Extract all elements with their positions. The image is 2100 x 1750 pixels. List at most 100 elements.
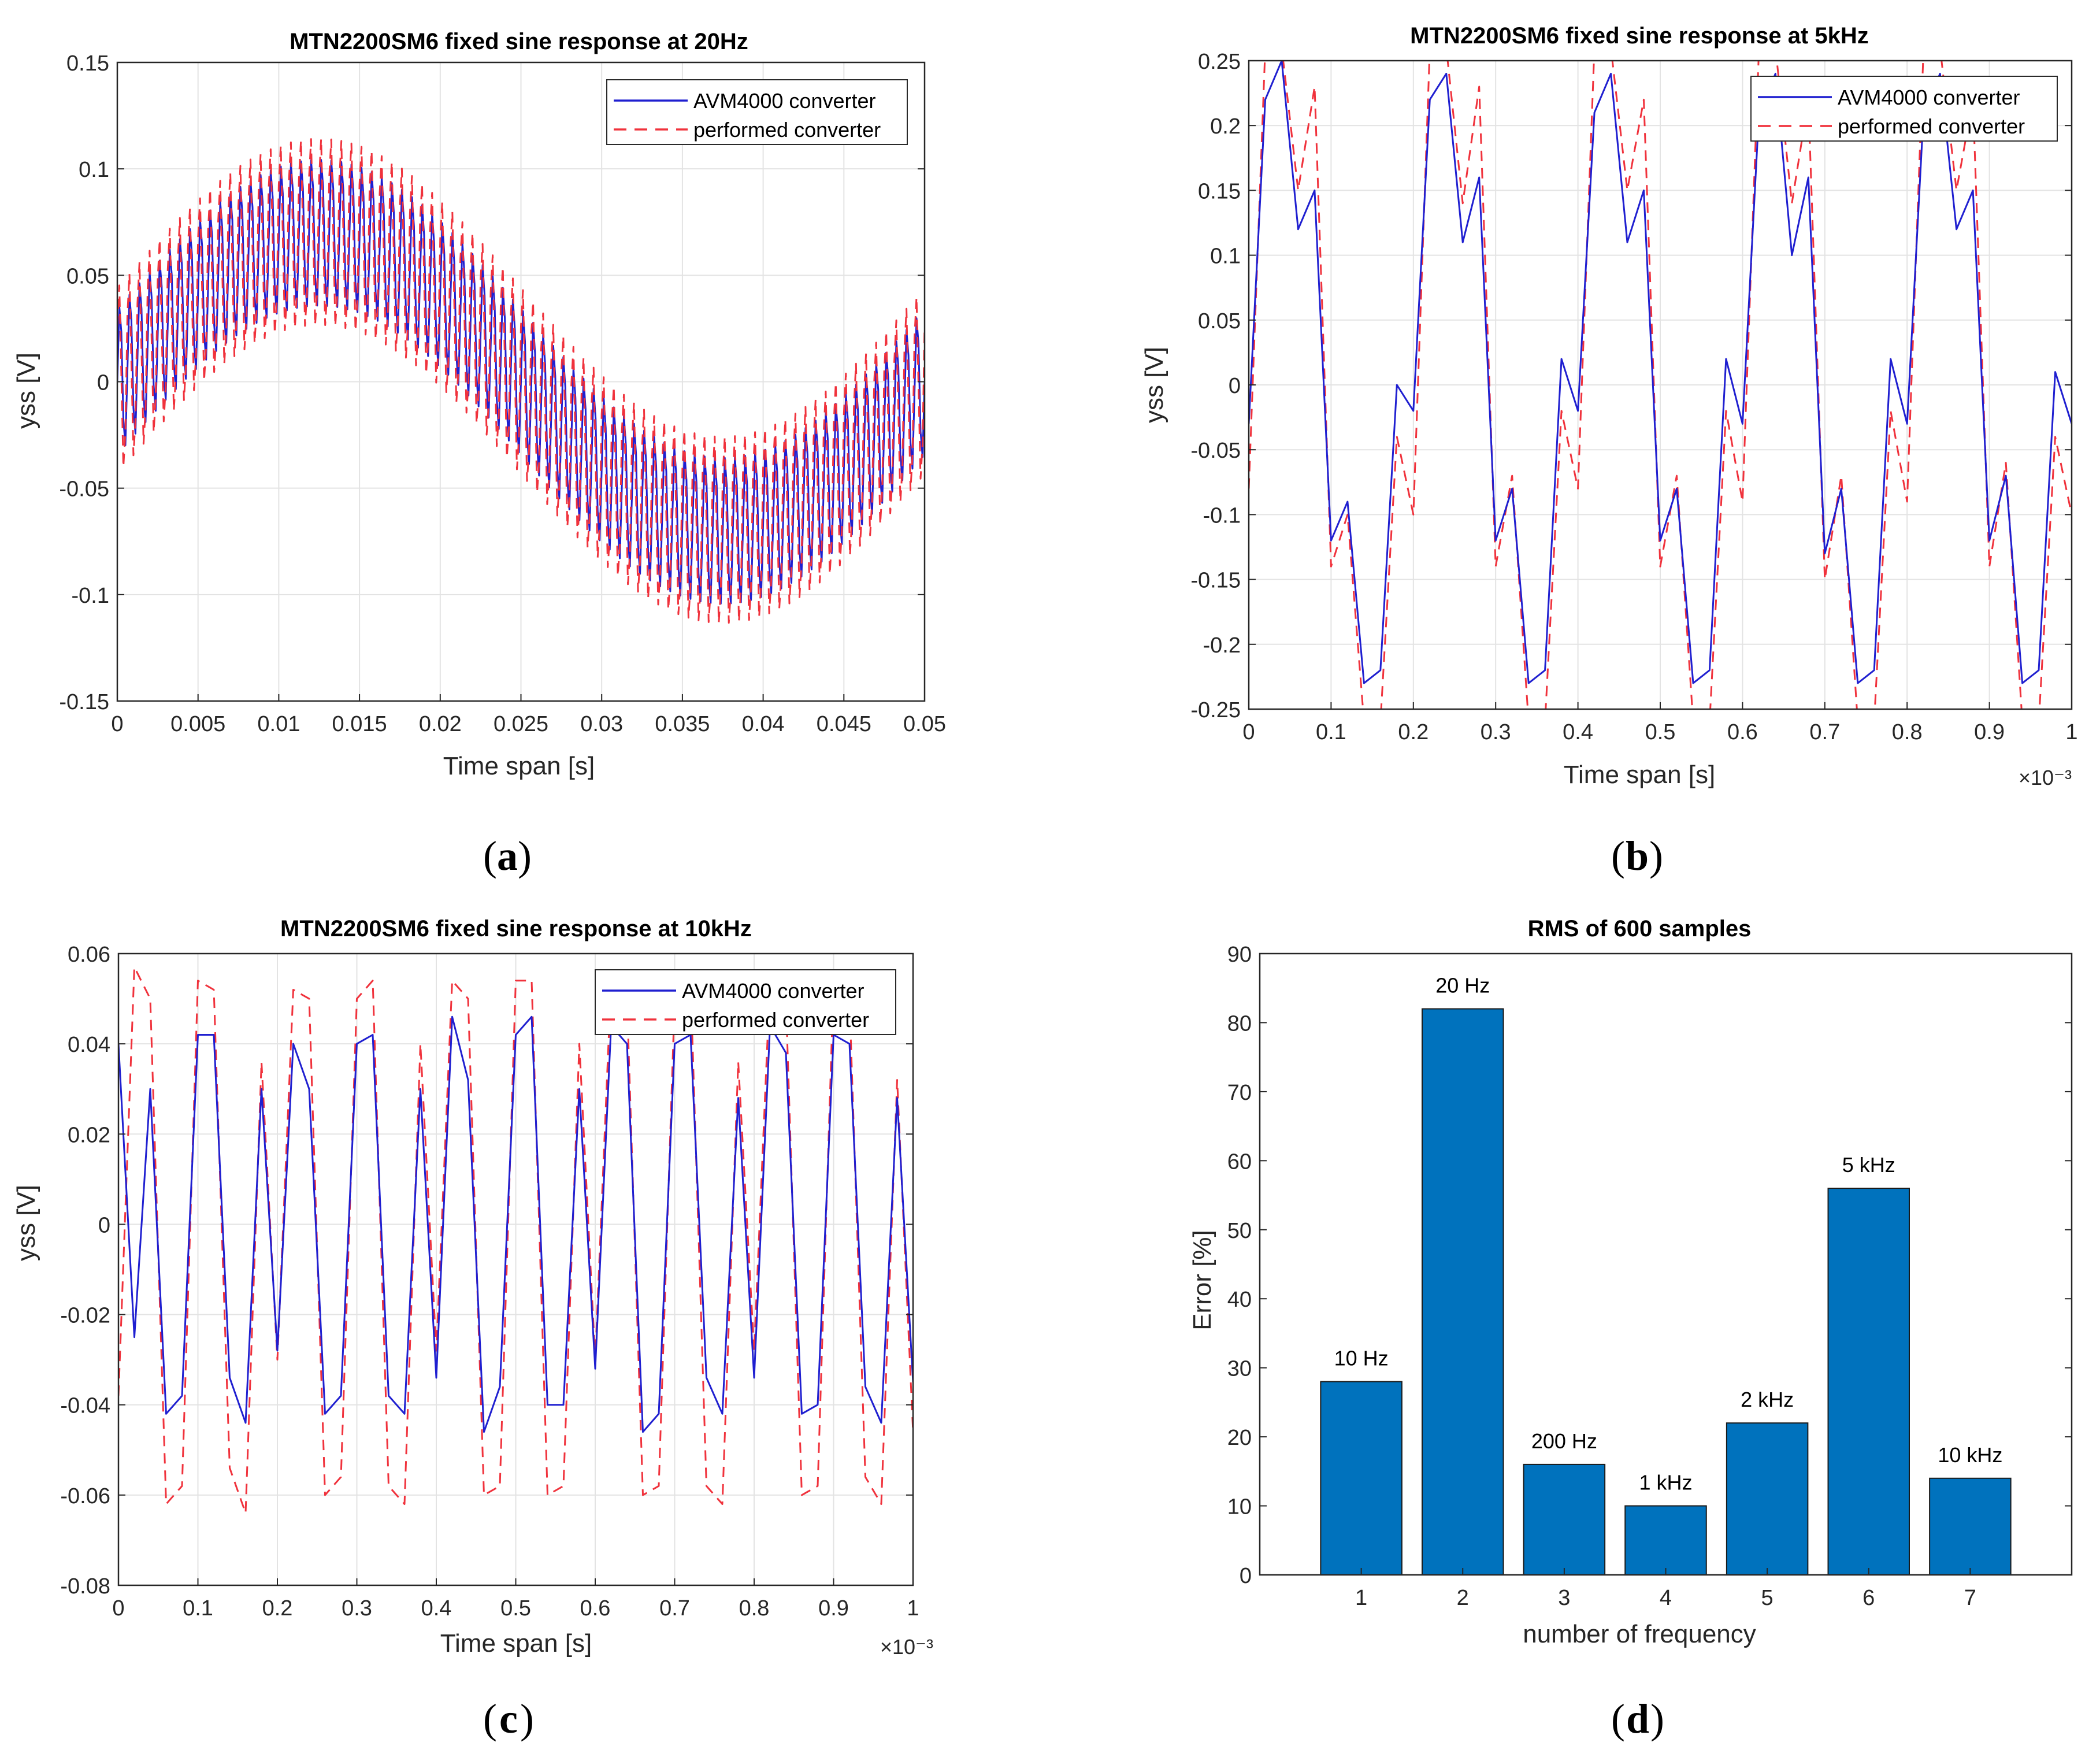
legend-box bbox=[606, 79, 908, 145]
x-tick-label: 1 bbox=[907, 1596, 919, 1621]
bar-2 bbox=[1422, 1008, 1504, 1575]
x-tick-label: 3 bbox=[1558, 1586, 1570, 1610]
y-tick-label: -0.2 bbox=[1203, 633, 1241, 658]
y-tick-label: -0.06 bbox=[60, 1484, 110, 1508]
y-tick-label: 80 bbox=[1227, 1011, 1252, 1036]
y-tick-label: -0.05 bbox=[1190, 439, 1241, 463]
y-tick-label: 0.15 bbox=[66, 51, 109, 76]
tick-labels: -0.08 -0.06 -0.04 -0.02 0 0.02 0.04 0.06 0 0.1 0.2… bbox=[60, 943, 919, 1621]
y-tick-label: -0.15 bbox=[1190, 569, 1241, 593]
y-tick-label: 20 bbox=[1227, 1426, 1252, 1450]
y-tick-label: -0.04 bbox=[60, 1394, 110, 1418]
y-tick-label: -0.1 bbox=[1203, 503, 1241, 528]
x-tick-label: 0.05 bbox=[903, 712, 946, 736]
y-tick-label: 0.05 bbox=[1198, 309, 1241, 333]
chart-panel-b: -0.25 -0.2 -0.15 -0.1 -0.05 0 0.05 0.1 0.15 0.2 0.… bbox=[1140, 23, 2078, 879]
legend-label-avm: AVM4000 converter bbox=[682, 979, 865, 1003]
x-tick-label: 0.6 bbox=[580, 1596, 611, 1621]
x-tick-label: 0.2 bbox=[262, 1596, 293, 1621]
y-tick-label: 0.1 bbox=[79, 158, 109, 182]
x-tick-label: 0.04 bbox=[742, 712, 785, 736]
series-lines bbox=[118, 966, 913, 1514]
y-tick-label: 0.2 bbox=[1210, 114, 1241, 139]
x-tick-label: 0.1 bbox=[183, 1596, 213, 1621]
x-axis-exponent: ×10⁻³ bbox=[2019, 766, 2072, 789]
x-axis-exponent: ×10⁻³ bbox=[880, 1635, 933, 1659]
svg-text:): ) bbox=[518, 833, 532, 879]
chart-panel-c: -0.08 -0.06 -0.04 -0.02 0 0.02 0.04 0.06 0 0.1 0.2… bbox=[12, 916, 933, 1742]
x-tick-label: 0.3 bbox=[1481, 720, 1511, 744]
chart-title: MTN2200SM6 fixed sine response at 5kHz bbox=[1410, 23, 1869, 49]
bar-label-7: 10 kHz bbox=[1938, 1443, 2002, 1467]
y-tick-label: 10 bbox=[1227, 1495, 1252, 1519]
panel-caption-letter: c bbox=[499, 1696, 518, 1742]
svg-text:(: ( bbox=[483, 833, 497, 879]
x-tick-label: 0.035 bbox=[655, 712, 710, 736]
x-tick-label: 2 bbox=[1457, 1586, 1469, 1610]
x-tick-label: 0.4 bbox=[421, 1596, 452, 1621]
plot-b: -0.25 -0.2 -0.15 -0.1 -0.05 0 0.05 0.1 0.15 0.2 0.… bbox=[1190, 50, 2077, 744]
bar-label-2: 20 Hz bbox=[1435, 974, 1490, 998]
legend-label-avm: AVM4000 converter bbox=[1838, 86, 2020, 109]
y-tick-label: 0.1 bbox=[1210, 244, 1241, 269]
series-avm4000-line bbox=[118, 1015, 913, 1433]
y-tick-label: -0.15 bbox=[59, 690, 109, 714]
y-tick-label: -0.25 bbox=[1190, 698, 1241, 722]
x-tick-label: 0.5 bbox=[1645, 720, 1676, 744]
tick-labels: -0.15 -0.1 -0.05 0 0.05 0.1 0.15 0 0.005 0.01 0.01… bbox=[59, 51, 946, 736]
tick-labels: 0 10 20 30 40 50 60 70 80 90 1 2 3 4 5 6 7 bbox=[1227, 943, 2072, 1610]
panel-caption-letter: a bbox=[497, 833, 518, 879]
x-tick-label: 0.9 bbox=[818, 1596, 849, 1621]
y-tick-label: 40 bbox=[1227, 1288, 1252, 1312]
x-tick-label: 0.045 bbox=[817, 712, 871, 736]
y-tick-label: 90 bbox=[1227, 943, 1252, 967]
legend-box bbox=[1750, 76, 2058, 142]
y-tick-label: 0 bbox=[1229, 374, 1241, 398]
x-tick-label: 0 bbox=[111, 712, 123, 736]
panel-caption-letter: b bbox=[1626, 833, 1649, 879]
y-axis-label: yss [V] bbox=[12, 1185, 40, 1261]
x-tick-label: 4 bbox=[1660, 1586, 1672, 1610]
x-tick-label: 0.2 bbox=[1398, 720, 1429, 744]
bar-6 bbox=[1827, 1188, 1910, 1575]
y-tick-label: 0.15 bbox=[1198, 179, 1241, 203]
legend-label-performed: performed converter bbox=[1838, 114, 2025, 138]
panel-caption: ( d ) bbox=[1611, 1696, 1664, 1742]
legend: AVM4000 converter performed converter bbox=[595, 969, 896, 1035]
x-tick-label: 0.7 bbox=[1809, 720, 1840, 744]
y-tick-label: 0 bbox=[97, 371, 109, 395]
legend: AVM4000 converter performed converter bbox=[606, 79, 908, 145]
y-axis-label: yss [V] bbox=[1140, 347, 1168, 423]
bar-4 bbox=[1624, 1505, 1707, 1576]
plot-c: -0.08 -0.06 -0.04 -0.02 0 0.02 0.04 0.06 0 0.1 0.2… bbox=[60, 943, 919, 1621]
x-tick-label: 0.7 bbox=[659, 1596, 690, 1621]
y-tick-label: 0.25 bbox=[1198, 50, 1241, 74]
x-tick-label: 0.5 bbox=[500, 1596, 531, 1621]
x-axis-label: Time span [s] bbox=[1564, 761, 1715, 789]
legend-label-avm: AVM4000 converter bbox=[693, 89, 876, 113]
x-tick-label: 0.03 bbox=[580, 712, 623, 736]
x-tick-label: 0.4 bbox=[1563, 720, 1593, 744]
x-tick-label: 0.9 bbox=[1974, 720, 2005, 744]
y-axis-label: yss [V] bbox=[12, 353, 40, 429]
y-tick-label: 30 bbox=[1227, 1357, 1252, 1381]
legend-label-performed: performed converter bbox=[693, 118, 881, 142]
y-tick-label: 0.05 bbox=[66, 264, 109, 288]
y-tick-label: -0.08 bbox=[60, 1574, 110, 1599]
x-tick-label: 0.025 bbox=[494, 712, 548, 736]
x-tick-label: 0.02 bbox=[419, 712, 462, 736]
panel-caption: ( a ) bbox=[483, 833, 532, 879]
y-tick-label: -0.1 bbox=[72, 584, 109, 608]
x-tick-label: 5 bbox=[1761, 1586, 1774, 1610]
plot-a: -0.15 -0.1 -0.05 0 0.05 0.1 0.15 0 0.005 0.01 0.01… bbox=[59, 51, 946, 736]
bar-7 bbox=[1929, 1477, 2012, 1576]
x-tick-label: 6 bbox=[1862, 1586, 1875, 1610]
series-performed-line bbox=[1249, 61, 2072, 709]
bar-label-6: 5 kHz bbox=[1842, 1153, 1895, 1177]
tick-labels: -0.25 -0.2 -0.15 -0.1 -0.05 0 0.05 0.1 0.15 0.2 0.… bbox=[1190, 50, 2077, 744]
x-axis-label: Time span [s] bbox=[443, 752, 595, 780]
x-tick-label: 0.005 bbox=[170, 712, 225, 736]
svg-text:): ) bbox=[1650, 1696, 1664, 1742]
chart-panel-d: 10 Hz 20 Hz 200 Hz 1 kHz 2 kHz 5 kHz 10 kHz 0 10… bbox=[1188, 916, 2073, 1742]
